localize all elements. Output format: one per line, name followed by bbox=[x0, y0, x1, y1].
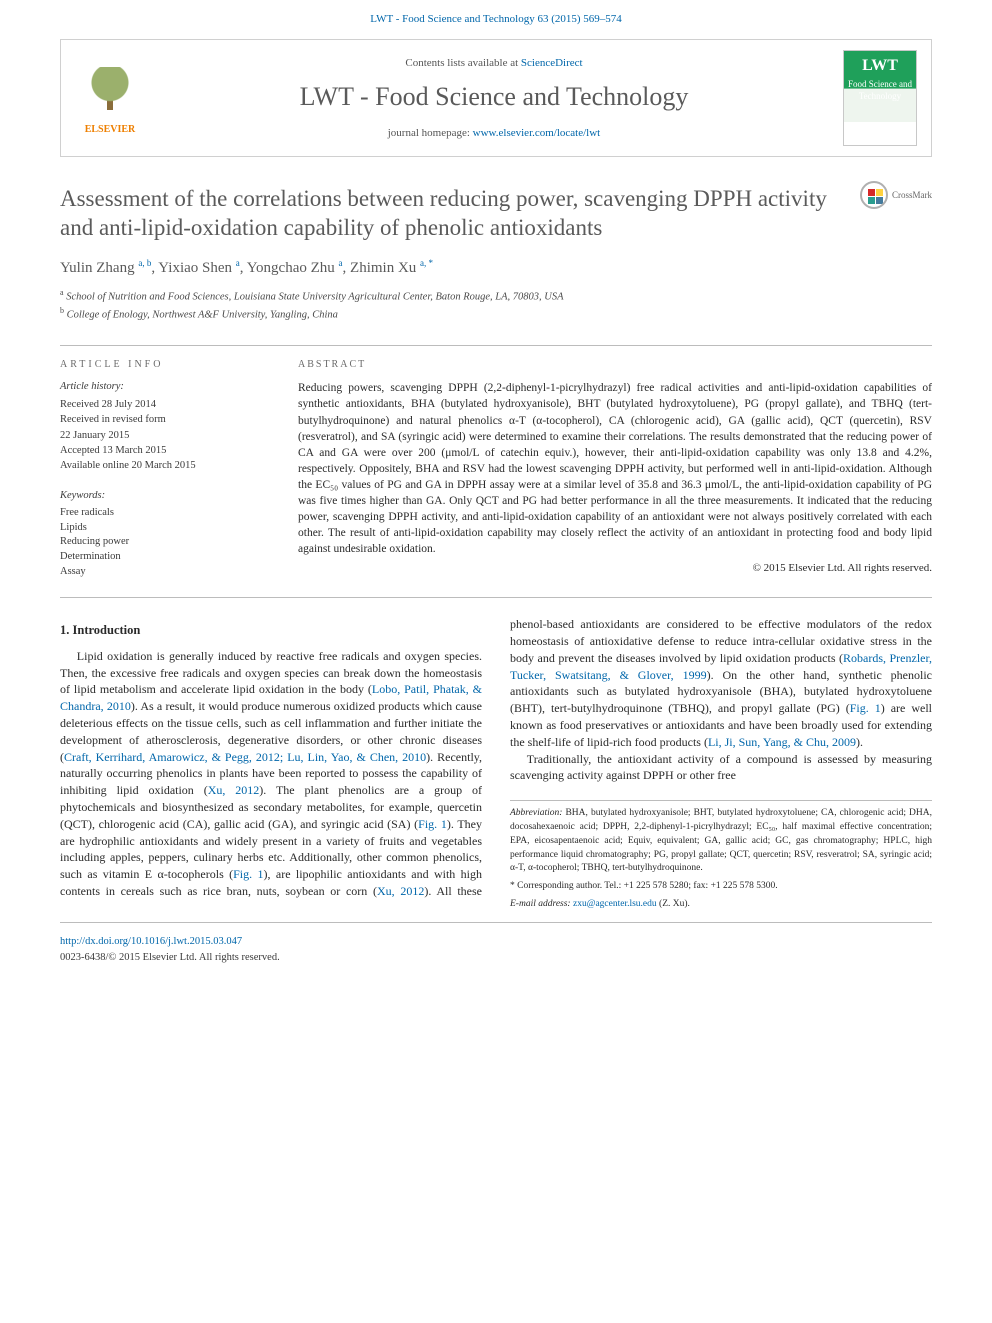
running-header: LWT - Food Science and Technology 63 (20… bbox=[0, 0, 992, 33]
abstract-text: Reducing powers, scavenging DPPH (2,2-di… bbox=[298, 380, 932, 557]
corresponding-author-footnote: * Corresponding author. Tel.: +1 225 578… bbox=[510, 880, 932, 894]
history-item: Available online 20 March 2015 bbox=[60, 458, 270, 473]
figure-link[interactable]: Fig. 1 bbox=[418, 817, 447, 831]
homepage-line: journal homepage: www.elsevier.com/locat… bbox=[159, 126, 829, 141]
publisher-logo: ELSEVIER bbox=[75, 59, 145, 137]
figure-link[interactable]: Fig. 1 bbox=[850, 701, 881, 715]
body-text: ). bbox=[856, 735, 863, 749]
keywords-list: Free radicalsLipidsReducing powerDetermi… bbox=[60, 506, 270, 579]
journal-name: LWT - Food Science and Technology bbox=[159, 79, 829, 115]
intro-paragraph-2: Traditionally, the antioxidant activity … bbox=[510, 751, 932, 785]
email-footnote: E-mail address: zxu@agcenter.lsu.edu (Z.… bbox=[510, 898, 932, 912]
email-suffix: (Z. Xu). bbox=[657, 899, 690, 909]
history-heading: Article history: bbox=[60, 380, 270, 395]
email-label: E-mail address: bbox=[510, 899, 571, 909]
citation-link[interactable]: Craft, Kerrihard, Amarowicz, & Pegg, 201… bbox=[64, 750, 426, 764]
history-item: Accepted 13 March 2015 bbox=[60, 443, 270, 458]
keyword-item: Assay bbox=[60, 565, 270, 580]
article-info-heading: ARTICLE INFO bbox=[60, 358, 270, 372]
contents-line: Contents lists available at ScienceDirec… bbox=[159, 56, 829, 71]
history-list: Received 28 July 2014Received in revised… bbox=[60, 397, 270, 473]
email-link[interactable]: zxu@agcenter.lsu.edu bbox=[571, 899, 657, 909]
homepage-prefix: journal homepage: bbox=[388, 127, 473, 139]
keyword-item: Free radicals bbox=[60, 506, 270, 521]
publisher-name: ELSEVIER bbox=[85, 123, 136, 137]
keyword-item: Determination bbox=[60, 550, 270, 565]
contents-prefix: Contents lists available at bbox=[405, 57, 520, 69]
article-info-column: ARTICLE INFO Article history: Received 2… bbox=[60, 358, 270, 579]
abstract-copyright: © 2015 Elsevier Ltd. All rights reserved… bbox=[298, 561, 932, 576]
abbreviation-footnote: Abbreviation: BHA, butylated hydroxyanis… bbox=[510, 807, 932, 876]
history-item: Received in revised form bbox=[60, 412, 270, 427]
cover-subtitle: Food Science and Technology bbox=[844, 78, 916, 103]
keyword-item: Lipids bbox=[60, 521, 270, 536]
masthead-center: Contents lists available at ScienceDirec… bbox=[159, 56, 829, 141]
citation-link[interactable]: Li, Ji, Sun, Yang, & Chu, 2009 bbox=[708, 735, 856, 749]
issn-copyright: 0023-6438/© 2015 Elsevier Ltd. All right… bbox=[60, 951, 932, 966]
elsevier-tree-icon bbox=[88, 67, 132, 119]
journal-masthead: ELSEVIER Contents lists available at Sci… bbox=[60, 39, 932, 157]
cover-abbrev: LWT bbox=[844, 55, 916, 77]
footer-rule bbox=[60, 922, 932, 923]
crossmark-badge[interactable]: CrossMark bbox=[860, 181, 932, 209]
citation-link[interactable]: Xu, 2012 bbox=[208, 783, 260, 797]
crossmark-label: CrossMark bbox=[892, 189, 932, 202]
meta-abstract-row: ARTICLE INFO Article history: Received 2… bbox=[0, 358, 992, 585]
divider-rule bbox=[60, 345, 932, 346]
keyword-item: Reducing power bbox=[60, 535, 270, 550]
doi-link[interactable]: http://dx.doi.org/10.1016/j.lwt.2015.03.… bbox=[60, 936, 242, 947]
corr-text: Tel.: +1 225 578 5280; fax: +1 225 578 5… bbox=[602, 881, 778, 891]
header-citation: LWT - Food Science and Technology 63 (20… bbox=[370, 13, 622, 25]
divider-rule bbox=[60, 597, 932, 598]
section-heading-intro: 1. Introduction bbox=[60, 622, 482, 640]
affiliations: a School of Nutrition and Food Sciences,… bbox=[60, 287, 932, 324]
citation-link[interactable]: Xu, 2012 bbox=[377, 884, 424, 898]
abbrev-label: Abbreviation: bbox=[510, 808, 562, 818]
article-head: CrossMark Assessment of the correlations… bbox=[0, 177, 992, 333]
abbrev-text: BHA, butylated hydroxyanisole; BHT, buty… bbox=[510, 808, 932, 873]
crossmark-icon bbox=[860, 181, 888, 209]
abstract-column: ABSTRACT Reducing powers, scavenging DPP… bbox=[298, 358, 932, 579]
keywords-heading: Keywords: bbox=[60, 489, 270, 504]
page-footer: http://dx.doi.org/10.1016/j.lwt.2015.03.… bbox=[0, 929, 992, 986]
corr-label: * Corresponding author. bbox=[510, 881, 602, 891]
footnote-block: Abbreviation: BHA, butylated hydroxyanis… bbox=[510, 800, 932, 911]
article-title: Assessment of the correlations between r… bbox=[60, 185, 932, 243]
figure-link[interactable]: Fig. 1 bbox=[233, 867, 263, 881]
history-item: 22 January 2015 bbox=[60, 428, 270, 443]
journal-cover-thumbnail: LWT Food Science and Technology bbox=[843, 50, 917, 146]
history-item: Received 28 July 2014 bbox=[60, 397, 270, 412]
homepage-link[interactable]: www.elsevier.com/locate/lwt bbox=[473, 127, 601, 139]
abstract-heading: ABSTRACT bbox=[298, 358, 932, 372]
article-body: 1. Introduction Lipid oxidation is gener… bbox=[0, 610, 992, 921]
sciencedirect-link[interactable]: ScienceDirect bbox=[521, 57, 583, 69]
author-list: Yulin Zhang a, b, Yixiao Shen a, Yongcha… bbox=[60, 257, 932, 279]
